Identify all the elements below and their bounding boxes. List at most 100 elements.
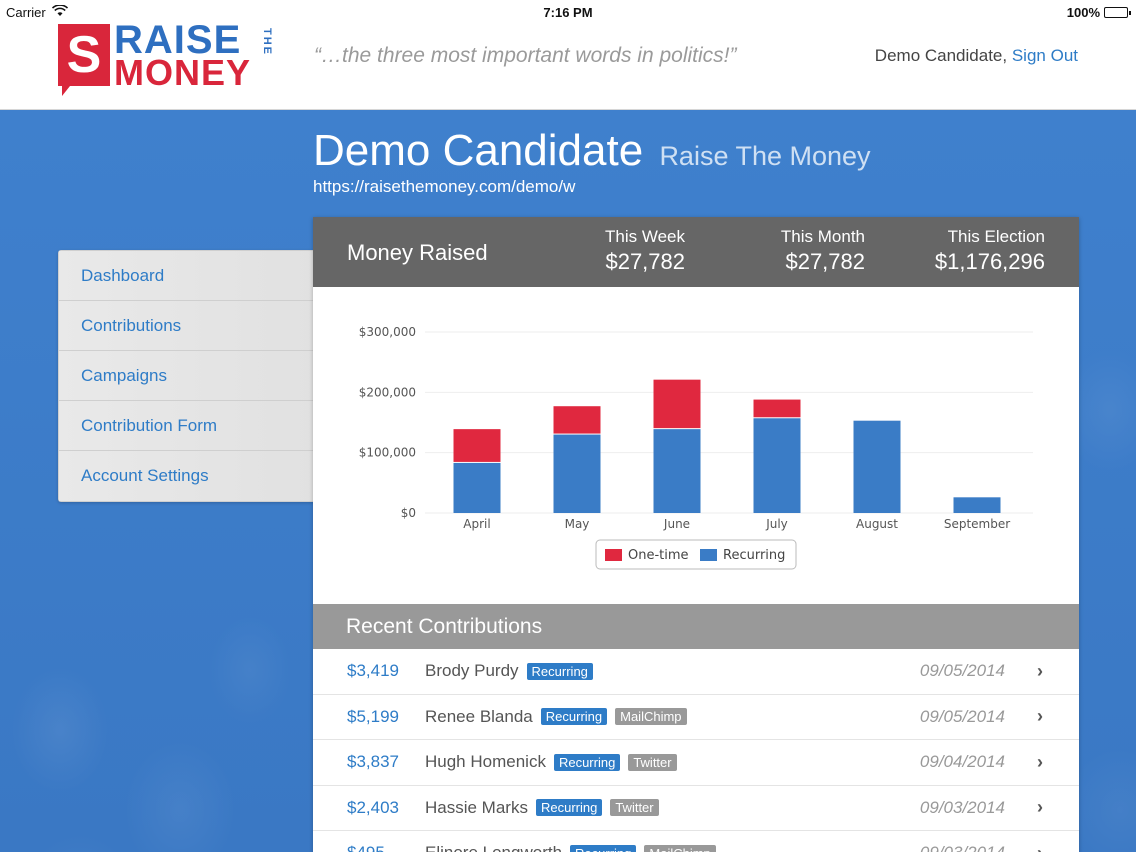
sidebar-item-contribution-form[interactable]: Contribution Form [59,401,314,451]
carrier-indicator: Carrier [6,4,68,20]
chevron-right-icon: › [1037,797,1043,818]
stat-this-month: This Month $27,782 [781,227,865,275]
contributor-name: Elinore Longworth [425,843,562,852]
contributor-name: Hugh Homenick [425,752,546,772]
sign-out-link[interactable]: Sign Out [1011,46,1078,65]
contribution-tag: Twitter [610,799,659,817]
contributor-name: Renee Blanda [425,706,533,726]
page-title: Demo Candidate Raise The Money [313,126,871,176]
x-tick-label: September [944,517,1010,531]
bar-one-time [453,429,501,462]
contributor-name: Hassie Marks [425,797,528,817]
contribution-date: 09/03/2014 [919,797,1005,817]
battery-icon [1104,7,1131,18]
contribution-tag: Recurring [526,662,593,680]
stat-month-label: This Month [780,227,865,246]
contribution-amount: $495 [347,843,425,852]
battery-percent: 100% [1066,5,1100,20]
raise-the-money-logo[interactable]: S RAISE THE MONEY [56,18,282,98]
y-tick-label: $0 [401,506,416,520]
contribution-tag: Recurring [535,799,603,817]
contribution-tag: Twitter [628,753,677,771]
candidate-name: Demo Candidate [313,126,644,175]
user-nav: Demo Candidate, Sign Out [875,46,1078,66]
contribution-date: 09/05/2014 [919,661,1005,681]
page-subtitle: Raise The Money [659,141,871,171]
bar-one-time [753,399,801,418]
contribution-row[interactable]: $495Elinore Longworth Recurring MailChimp 0… [313,831,1079,852]
legend-swatch [700,549,717,561]
logo-money-text: MONEY [114,52,252,93]
contribution-tag: MailChimp [644,844,716,852]
contribution-amount: $3,837 [347,752,399,772]
contributor-name: Brody Purdy [425,661,519,681]
logo-the-text: THE [261,28,273,56]
y-tick-label: $300,000 [359,325,416,339]
user-name: Demo Candidate, [874,46,1008,65]
candidate-url[interactable]: https://raisethemoney.com/demo/w [313,177,576,196]
bar-recurring [753,418,801,513]
contribution-amount: $3,419 [347,661,399,681]
chart-legend [595,539,797,570]
stat-this-week: This Week $27,782 [605,227,685,275]
sidebar-item-campaigns[interactable]: Campaigns [59,351,314,401]
sidebar-item-account-settings[interactable]: Account Settings [59,451,314,501]
contribution-tag: Recurring [553,753,621,771]
contribution-amount: $2,403 [347,797,399,817]
bar-recurring [653,429,701,513]
contribution-row[interactable]: $5,199 Renee Blanda Recurring MailChimp 09/0… [313,695,1079,740]
contribution-tag: MailChimp [615,708,687,726]
wifi-icon [51,4,68,20]
chevron-right-icon: › [1037,660,1043,681]
x-tick-label: April [463,517,490,531]
chart-svg: $0 $100,000 $200,000 $300,000 April May June Ju… [359,325,1033,570]
chevron-right-icon: › [1037,751,1043,772]
status-bar: Carrier 7:16 PM 100% [0,0,1136,24]
bar-recurring [853,420,901,513]
contribution-row[interactable]: $3,419 Brody Purdy Recurring 09/05/2014 › [313,649,1079,695]
bar-recurring [953,497,1001,513]
carrier-label: Carrier [6,5,46,20]
logo-raise-text: RAISE [114,18,242,62]
stat-this-election: This Election $1,176,296 [935,227,1045,275]
sidebar-item-contributions[interactable]: Contributions [59,301,314,351]
contribution-date: 09/03/2014 [920,843,1005,852]
legend-label: One-time [628,548,689,563]
contribution-row[interactable]: $2,403 Hassie Marks Recurring Twitter 09/03/… [313,786,1079,831]
contribution-date: 09/05/2014 [919,706,1005,726]
contribution-amount: $5,199 [347,706,399,726]
stat-week-label: This Week [605,227,685,246]
chevron-right-icon: › [1037,706,1043,727]
bar-recurring [453,462,501,513]
sidebar-nav: Dashboard Contributions Campaigns Contri… [58,250,314,502]
stat-week-value: $27,782 [605,249,685,274]
x-tick-label: July [765,517,788,531]
bar-recurring [553,434,601,513]
y-tick-label: $200,000 [359,385,416,399]
app-header: S RAISE THE MONEY “…the three most impor… [0,18,1136,110]
logo-s-mark: S [58,24,110,96]
stat-month-value: $27,782 [785,249,865,274]
money-raised-header: Money Raised This Week $27,782 This Mont… [313,217,1079,287]
x-tick-label: May [565,517,590,531]
x-tick-label: August [856,517,898,531]
bar-one-time [653,379,701,429]
dashboard-panel: Money Raised This Week $27,782 This Mont… [313,217,1079,852]
contribution-row[interactable]: $3,837 Hugh Homenick Recurring Twitter 09/04… [313,740,1079,786]
bar-one-time [553,406,601,434]
money-raised-title: Money Raised [347,240,488,265]
contribution-tag: Recurring [540,708,608,726]
stat-election-value: $1,176,296 [934,249,1045,274]
stat-election-label: This Election [947,227,1045,246]
battery-indicator: 100% [1066,5,1131,20]
recent-contributions-header: Recent Contributions [313,604,1079,649]
clock: 7:16 PM [543,5,593,20]
sidebar-item-dashboard[interactable]: Dashboard [59,251,314,301]
legend-swatch [605,549,622,561]
contribution-date: 09/04/2014 [919,752,1005,772]
recent-contributions-list: $3,419 Brody Purdy Recurring 09/05/2014 › $5,… [313,649,1079,852]
legend-label: Recurring [723,548,785,563]
y-tick-label: $100,000 [359,446,416,460]
chevron-right-icon: › [1037,843,1043,852]
money-raised-chart: $0 $100,000 $200,000 $300,000 April May June Ju… [313,287,1079,604]
